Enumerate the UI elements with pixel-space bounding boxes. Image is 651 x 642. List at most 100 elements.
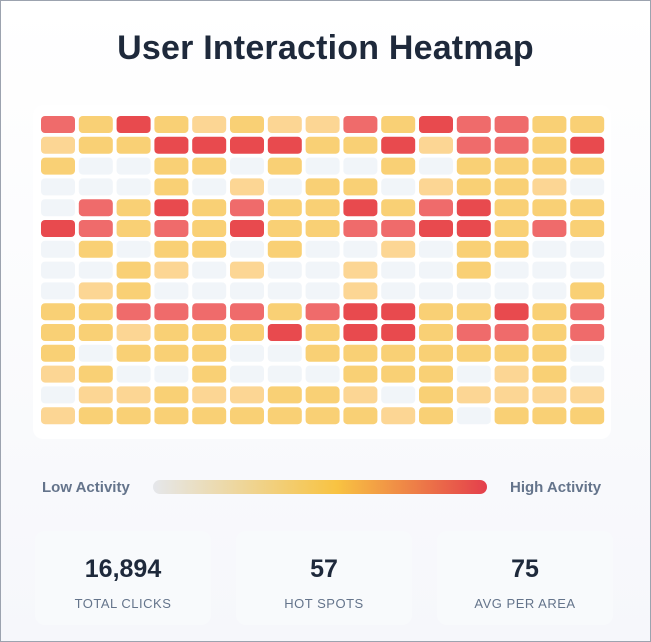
heatmap-cell-r0-c0[interactable] xyxy=(41,116,75,133)
heatmap-cell-r14-c12[interactable] xyxy=(494,407,529,425)
heatmap-cell-r8-c14[interactable] xyxy=(570,282,605,300)
heatmap-cell-r4-c2[interactable] xyxy=(116,199,151,217)
heatmap-cell-r7-c1[interactable] xyxy=(78,261,113,279)
heatmap-cell-r9-c4[interactable] xyxy=(192,303,227,321)
heatmap-cell-r9-c13[interactable] xyxy=(532,303,567,321)
heatmap-cell-r4-c7[interactable] xyxy=(305,199,340,217)
heatmap-cell-r9-c1[interactable] xyxy=(78,303,113,321)
heatmap-cell-r1-c2[interactable] xyxy=(116,136,151,154)
heatmap-cell-r5-c13[interactable] xyxy=(532,220,567,237)
heatmap-cell-r5-c0[interactable] xyxy=(41,220,75,237)
heatmap-cell-r2-c12[interactable] xyxy=(494,157,529,175)
heatmap-cell-r6-c14[interactable] xyxy=(570,240,605,258)
heatmap-cell-r13-c14[interactable] xyxy=(570,386,605,404)
heatmap-cell-r4-c8[interactable] xyxy=(343,199,378,217)
heatmap-cell-r1-c13[interactable] xyxy=(532,136,567,154)
heatmap-cell-r9-c11[interactable] xyxy=(456,303,491,321)
heatmap-cell-r7-c0[interactable] xyxy=(41,261,75,279)
heatmap-cell-r0-c1[interactable] xyxy=(78,116,113,133)
heatmap-cell-r5-c2[interactable] xyxy=(116,220,151,237)
heatmap-cell-r8-c9[interactable] xyxy=(381,282,416,300)
heatmap-cell-r5-c14[interactable] xyxy=(570,220,605,237)
heatmap-cell-r3-c11[interactable] xyxy=(456,178,491,196)
heatmap-cell-r14-c5[interactable] xyxy=(230,407,264,425)
heatmap-cell-r5-c12[interactable] xyxy=(494,220,529,237)
heatmap-cell-r6-c8[interactable] xyxy=(343,240,378,258)
heatmap-cell-r7-c10[interactable] xyxy=(419,261,453,279)
heatmap-cell-r9-c10[interactable] xyxy=(419,303,453,321)
heatmap-cell-r0-c4[interactable] xyxy=(192,116,227,133)
heatmap-cell-r6-c4[interactable] xyxy=(192,240,227,258)
heatmap-cell-r1-c14[interactable] xyxy=(570,136,605,154)
heatmap-cell-r7-c4[interactable] xyxy=(192,261,227,279)
heatmap-cell-r2-c6[interactable] xyxy=(267,157,302,175)
heatmap-cell-r5-c3[interactable] xyxy=(154,220,189,237)
heatmap-cell-r5-c11[interactable] xyxy=(456,220,491,237)
heatmap-cell-r1-c1[interactable] xyxy=(78,136,113,154)
heatmap-cell-r6-c0[interactable] xyxy=(41,240,75,258)
heatmap-cell-r0-c8[interactable] xyxy=(343,116,378,133)
heatmap-cell-r2-c9[interactable] xyxy=(381,157,416,175)
heatmap-cell-r7-c9[interactable] xyxy=(381,261,416,279)
heatmap-cell-r5-c4[interactable] xyxy=(192,220,227,237)
heatmap-cell-r9-c3[interactable] xyxy=(154,303,189,321)
heatmap-cell-r12-c5[interactable] xyxy=(230,365,264,383)
heatmap-cell-r14-c10[interactable] xyxy=(419,407,453,425)
heatmap-cell-r14-c11[interactable] xyxy=(456,407,491,425)
heatmap-cell-r10-c12[interactable] xyxy=(494,324,529,341)
heatmap-cell-r10-c5[interactable] xyxy=(230,324,264,341)
heatmap-cell-r11-c12[interactable] xyxy=(494,344,529,362)
heatmap-cell-r2-c11[interactable] xyxy=(456,157,491,175)
heatmap-cell-r13-c1[interactable] xyxy=(78,386,113,404)
heatmap-cell-r2-c3[interactable] xyxy=(154,157,189,175)
heatmap-cell-r11-c7[interactable] xyxy=(305,344,340,362)
heatmap-cell-r13-c4[interactable] xyxy=(192,386,227,404)
heatmap-cell-r0-c14[interactable] xyxy=(570,116,605,133)
heatmap-cell-r3-c7[interactable] xyxy=(305,178,340,196)
heatmap-cell-r4-c1[interactable] xyxy=(78,199,113,217)
heatmap-cell-r5-c5[interactable] xyxy=(230,220,264,237)
heatmap-cell-r3-c3[interactable] xyxy=(154,178,189,196)
heatmap-cell-r2-c8[interactable] xyxy=(343,157,378,175)
heatmap-cell-r1-c4[interactable] xyxy=(192,136,227,154)
heatmap-cell-r6-c13[interactable] xyxy=(532,240,567,258)
heatmap-cell-r3-c1[interactable] xyxy=(78,178,113,196)
heatmap-cell-r6-c10[interactable] xyxy=(419,240,453,258)
heatmap-cell-r0-c10[interactable] xyxy=(419,116,453,133)
heatmap-cell-r13-c12[interactable] xyxy=(494,386,529,404)
heatmap-cell-r14-c6[interactable] xyxy=(267,407,302,425)
heatmap-cell-r10-c14[interactable] xyxy=(570,324,605,341)
heatmap-cell-r14-c2[interactable] xyxy=(116,407,151,425)
heatmap-cell-r0-c13[interactable] xyxy=(532,116,567,133)
heatmap-cell-r2-c10[interactable] xyxy=(419,157,453,175)
heatmap-cell-r11-c0[interactable] xyxy=(41,344,75,362)
heatmap-cell-r11-c11[interactable] xyxy=(456,344,491,362)
heatmap-cell-r12-c3[interactable] xyxy=(154,365,189,383)
heatmap-cell-r13-c2[interactable] xyxy=(116,386,151,404)
heatmap-cell-r13-c6[interactable] xyxy=(267,386,302,404)
heatmap-cell-r11-c5[interactable] xyxy=(230,344,264,362)
heatmap-cell-r8-c5[interactable] xyxy=(230,282,264,300)
heatmap-cell-r8-c12[interactable] xyxy=(494,282,529,300)
heatmap-cell-r11-c8[interactable] xyxy=(343,344,378,362)
heatmap-cell-r0-c11[interactable] xyxy=(456,116,491,133)
heatmap-cell-r9-c6[interactable] xyxy=(267,303,302,321)
heatmap-cell-r3-c2[interactable] xyxy=(116,178,151,196)
heatmap-cell-r10-c1[interactable] xyxy=(78,324,113,341)
heatmap-cell-r0-c5[interactable] xyxy=(230,116,264,133)
heatmap-cell-r11-c13[interactable] xyxy=(532,344,567,362)
heatmap-cell-r4-c12[interactable] xyxy=(494,199,529,217)
heatmap-cell-r4-c14[interactable] xyxy=(570,199,605,217)
heatmap-cell-r8-c13[interactable] xyxy=(532,282,567,300)
heatmap-cell-r8-c3[interactable] xyxy=(154,282,189,300)
heatmap-cell-r5-c8[interactable] xyxy=(343,220,378,237)
heatmap-cell-r12-c12[interactable] xyxy=(494,365,529,383)
heatmap-cell-r3-c14[interactable] xyxy=(570,178,605,196)
heatmap-cell-r12-c6[interactable] xyxy=(267,365,302,383)
heatmap-cell-r4-c0[interactable] xyxy=(41,199,75,217)
heatmap-cell-r4-c10[interactable] xyxy=(419,199,453,217)
heatmap-cell-r10-c4[interactable] xyxy=(192,324,227,341)
heatmap-cell-r12-c8[interactable] xyxy=(343,365,378,383)
heatmap-cell-r2-c7[interactable] xyxy=(305,157,340,175)
heatmap-cell-r1-c9[interactable] xyxy=(381,136,416,154)
